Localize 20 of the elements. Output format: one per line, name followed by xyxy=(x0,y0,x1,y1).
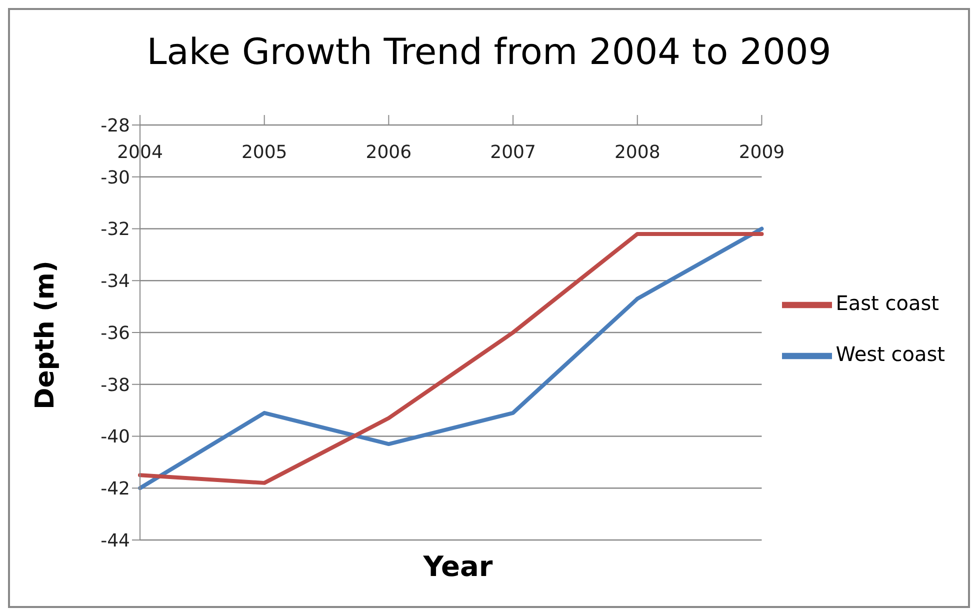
x-tick-label: 2004 xyxy=(117,142,163,163)
x-axis-title: Year xyxy=(422,550,494,583)
y-tick-label: -36 xyxy=(100,322,130,344)
x-tick-label: 2005 xyxy=(241,142,288,163)
y-tick-label: -42 xyxy=(100,478,130,500)
y-tick-label: -40 xyxy=(100,426,130,448)
y-tick-label: -34 xyxy=(100,271,130,292)
y-axis-title: Depth (m) xyxy=(30,260,60,410)
y-tick-label: -32 xyxy=(100,219,130,240)
y-tick-label: -44 xyxy=(100,530,130,552)
legend-label: West coast xyxy=(836,342,945,366)
chart-title: Lake Growth Trend from 2004 to 2009 xyxy=(146,32,832,73)
y-tick-label: -38 xyxy=(100,374,130,396)
x-tick-label: 2007 xyxy=(490,142,536,163)
x-tick-label: 2008 xyxy=(614,142,660,163)
legend-label: East coast xyxy=(836,291,939,316)
y-tick-label: -30 xyxy=(100,167,130,188)
y-tick-label: -28 xyxy=(100,115,130,136)
x-tick-label: 2006 xyxy=(366,142,412,163)
x-tick-label: 2009 xyxy=(738,142,785,163)
